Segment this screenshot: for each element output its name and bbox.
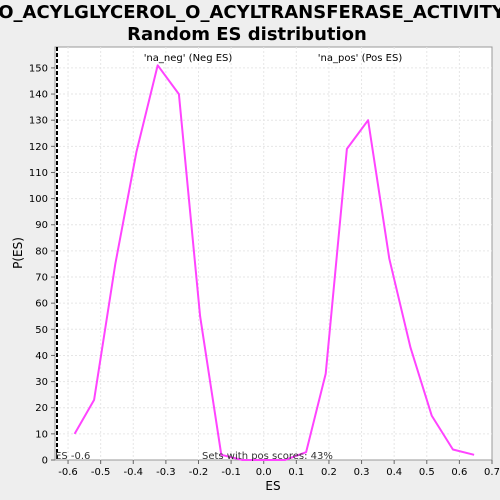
y-tick-label: 0 bbox=[42, 456, 48, 467]
x-tick-label: 0.7 bbox=[484, 467, 500, 478]
y-tick-label: 30 bbox=[35, 377, 48, 388]
y-tick-label: 140 bbox=[29, 90, 48, 101]
x-tick-label: 0.5 bbox=[419, 467, 435, 478]
y-tick-label: 40 bbox=[35, 351, 48, 362]
x-tick-label: -0.3 bbox=[156, 467, 176, 478]
legend-neg-es: 'na_neg' (Neg ES) bbox=[144, 53, 233, 64]
x-tick-label: 0.4 bbox=[386, 467, 402, 478]
x-tick-label: 0.2 bbox=[321, 467, 337, 478]
y-tick-label: 60 bbox=[35, 299, 48, 310]
x-tick-label: -0.1 bbox=[221, 467, 241, 478]
es-marker-layer: ES -0.6 bbox=[55, 47, 90, 462]
y-tick-label: 70 bbox=[35, 273, 48, 284]
es-marker-label: ES -0.6 bbox=[55, 451, 90, 462]
x-tick-label: -0.6 bbox=[58, 467, 78, 478]
y-tick-label: 90 bbox=[35, 220, 48, 231]
y-tick-label: 10 bbox=[35, 429, 48, 440]
y-tick-label: 110 bbox=[29, 168, 48, 179]
y-tick-label: 100 bbox=[29, 194, 48, 205]
x-axis-label: ES bbox=[265, 479, 280, 493]
x-tick-label: -0.4 bbox=[124, 467, 144, 478]
chart-title-line-2: Random ES distribution bbox=[127, 24, 367, 45]
y-tick-label: 120 bbox=[29, 142, 48, 153]
y-tick-label: 130 bbox=[29, 116, 48, 127]
y-tick-label: 80 bbox=[35, 246, 48, 257]
x-tick-label: 0.3 bbox=[354, 467, 370, 478]
axes: -0.6 -0.5 -0.4 -0.3 -0.2 -0.1 0.0 0.1 0.2 0.3 0.4 0… bbox=[29, 63, 500, 478]
y-tick-label: 150 bbox=[29, 63, 48, 74]
x-tick-label: -0.5 bbox=[91, 467, 111, 478]
grid-lines bbox=[55, 47, 492, 460]
x-tick-label: 0.6 bbox=[451, 467, 467, 478]
x-tick-label: -0.2 bbox=[189, 467, 209, 478]
y-axis-label: P(ES) bbox=[11, 237, 25, 269]
chart-title-line-1: GO_ACYLGLYCEROL_O_ACYLTRANSFERASE_ACTIVI… bbox=[0, 2, 500, 23]
x-tick-label: 0.1 bbox=[288, 467, 304, 478]
es-distribution-line bbox=[73, 64, 475, 461]
x-tick-label: 0.0 bbox=[256, 467, 272, 478]
legend-pos-es: 'na_pos' (Pos ES) bbox=[318, 53, 403, 64]
y-tick-label: 50 bbox=[35, 325, 48, 336]
pos-scores-annotation: Sets with pos scores: 43% bbox=[202, 451, 333, 462]
plot-area bbox=[54, 46, 493, 461]
series-layer bbox=[73, 64, 475, 461]
y-tick-label: 20 bbox=[35, 403, 48, 414]
